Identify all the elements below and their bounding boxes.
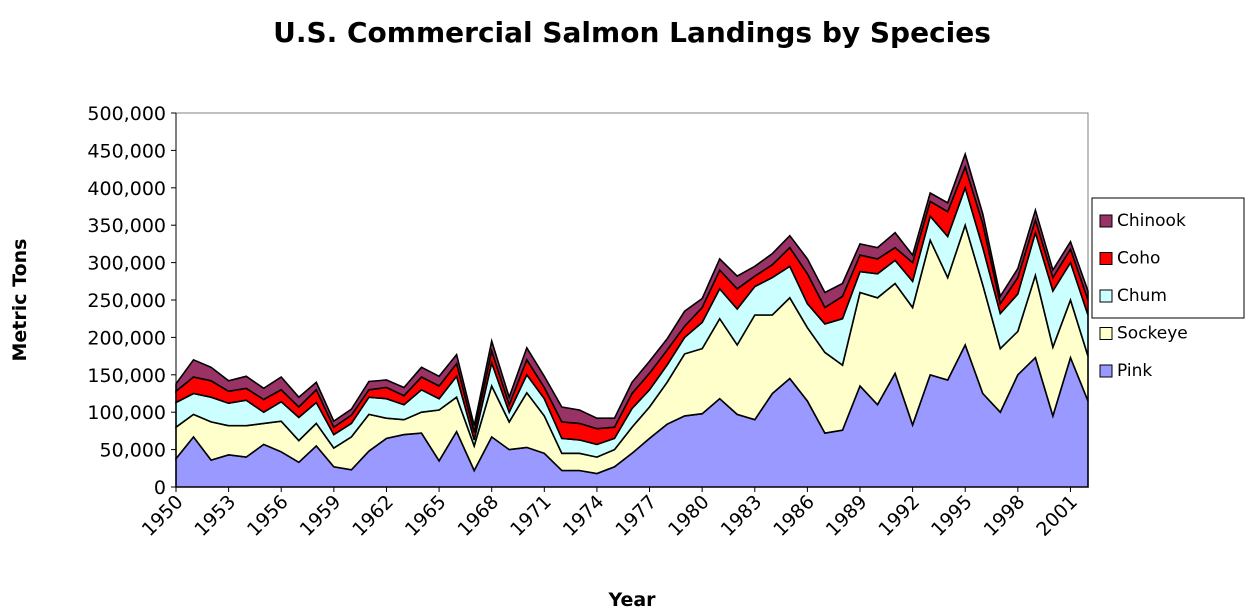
legend-label: Sockeye [1117,324,1188,344]
y-tick-label: 150,000 [87,365,166,387]
y-tick-label: 350,000 [87,215,166,237]
y-tick-label: 0 [154,477,166,499]
y-tick-label: 400,000 [87,178,166,200]
x-tick-label: 1992 [874,491,924,541]
x-tick-label: 1989 [822,491,872,541]
x-tick-label: 1962 [348,491,398,541]
y-tick-label: 100,000 [87,402,166,424]
x-tick-label: 1965 [401,491,451,541]
x-tick-label: 1971 [506,491,556,541]
x-tick-label: 1986 [769,491,819,541]
chart-title: U.S. Commercial Salmon Landings by Speci… [273,16,991,49]
x-tick-label: 1983 [717,491,767,541]
area [175,151,1089,433]
legend-swatch [1099,364,1113,378]
y-tick-label: 500,000 [87,103,166,125]
legend-label: Chum [1117,286,1167,306]
x-tick-label: 2001 [1032,491,1082,541]
x-tick-label: 1995 [927,491,977,541]
x-tick-label: 1977 [611,491,661,541]
y-tick-label: 50,000 [100,440,166,462]
legend-label: Pink [1117,361,1152,381]
x-tick-label: 1974 [559,491,609,541]
x-tick-label: 1998 [980,491,1030,541]
y-tick-label: 300,000 [87,253,166,275]
legend-swatch [1099,327,1113,340]
legend-swatch [1099,214,1113,228]
y-tick-label: 450,000 [87,140,166,162]
legend-swatch [1099,289,1113,303]
x-tick-label: 1968 [453,491,503,541]
x-tick-label: 1959 [296,491,346,541]
x-tick-label: 1980 [664,491,714,541]
x-tick-label: 1953 [190,491,240,541]
legend-label: Chinook [1117,211,1186,231]
legend-swatch [1099,252,1113,265]
y-tick-label: 250,000 [87,290,166,312]
legend [1091,197,1245,319]
x-tick-label: 1956 [243,491,293,541]
x-axis-title: Year [607,589,656,611]
legend-label: Coho [1117,249,1160,269]
y-tick-label: 200,000 [87,327,166,349]
y-axis-title: Metric Tons [9,239,31,362]
